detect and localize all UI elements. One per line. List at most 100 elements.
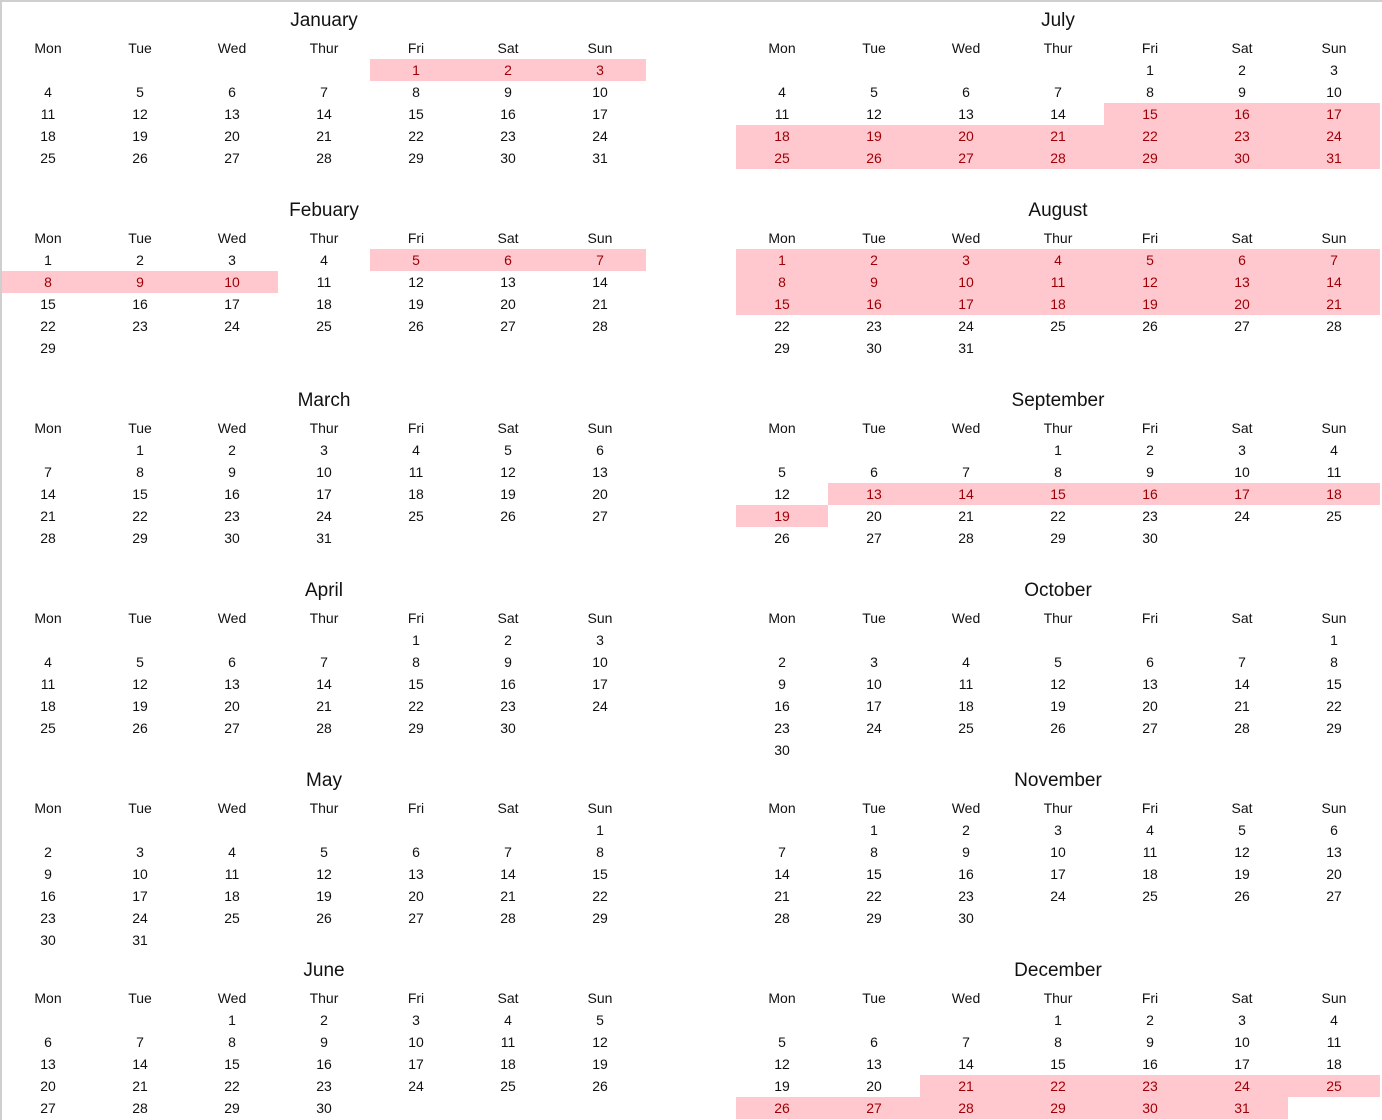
day-cell[interactable]: 16 — [500, 106, 516, 122]
day-cell[interactable]: 8 — [1054, 1034, 1062, 1050]
day-cell[interactable]: 22 — [866, 888, 882, 904]
day-cell[interactable]: 6 — [962, 84, 970, 100]
day-cell[interactable]: 11 — [774, 106, 790, 122]
day-cell[interactable]: 8 — [870, 844, 878, 860]
day-cell[interactable]: 30 — [500, 150, 516, 166]
day-cell[interactable]: 2 — [462, 59, 554, 81]
day-cell[interactable]: 7 — [136, 1034, 144, 1050]
day-cell[interactable]: 11 — [500, 1034, 516, 1050]
day-cell[interactable]: 7 — [1238, 654, 1246, 670]
day-cell[interactable]: 13 — [500, 274, 516, 290]
day-cell[interactable]: 1 — [136, 442, 144, 458]
day-cell[interactable]: 30 — [500, 720, 516, 736]
day-cell[interactable]: 2 — [1146, 1012, 1154, 1028]
day-cell[interactable]: 26 — [500, 508, 516, 524]
day-cell[interactable]: 23 — [1142, 508, 1158, 524]
day-cell[interactable]: 19 — [736, 505, 828, 527]
day-cell[interactable]: 13 — [1142, 676, 1158, 692]
day-cell[interactable]: 12 — [408, 274, 424, 290]
day-cell[interactable]: 9 — [778, 676, 786, 692]
day-cell[interactable]: 3 — [1054, 822, 1062, 838]
day-cell[interactable]: 14 — [920, 483, 1012, 505]
day-cell[interactable]: 24 — [958, 318, 974, 334]
day-cell[interactable]: 11 — [40, 106, 56, 122]
day-cell[interactable]: 16 — [132, 296, 148, 312]
day-cell[interactable]: 31 — [592, 150, 608, 166]
day-cell[interactable]: 3 — [228, 252, 236, 268]
day-cell[interactable]: 6 — [44, 1034, 52, 1050]
day-cell[interactable]: 17 — [866, 698, 882, 714]
day-cell[interactable]: 21 — [500, 888, 516, 904]
day-cell[interactable]: 13 — [1196, 271, 1288, 293]
day-cell[interactable]: 15 — [408, 676, 424, 692]
day-cell[interactable]: 29 — [1326, 720, 1342, 736]
day-cell[interactable]: 20 — [40, 1078, 56, 1094]
day-cell[interactable]: 9 — [962, 844, 970, 860]
day-cell[interactable]: 2 — [504, 632, 512, 648]
day-cell[interactable]: 19 — [828, 125, 920, 147]
day-cell[interactable]: 25 — [1326, 508, 1342, 524]
day-cell[interactable]: 5 — [370, 249, 462, 271]
day-cell[interactable]: 26 — [736, 1097, 828, 1119]
day-cell[interactable]: 19 — [132, 698, 148, 714]
day-cell[interactable]: 2 — [778, 654, 786, 670]
day-cell[interactable]: 25 — [224, 910, 240, 926]
day-cell[interactable]: 28 — [920, 1097, 1012, 1119]
day-cell[interactable]: 20 — [500, 296, 516, 312]
day-cell[interactable]: 24 — [224, 318, 240, 334]
day-cell[interactable]: 22 — [408, 128, 424, 144]
day-cell[interactable]: 27 — [500, 318, 516, 334]
day-cell[interactable]: 16 — [1142, 1056, 1158, 1072]
day-cell[interactable]: 15 — [592, 866, 608, 882]
day-cell[interactable]: 1 — [1330, 632, 1338, 648]
day-cell[interactable]: 19 — [1050, 698, 1066, 714]
day-cell[interactable]: 10 — [920, 271, 1012, 293]
day-cell[interactable]: 5 — [136, 654, 144, 670]
day-cell[interactable]: 5 — [596, 1012, 604, 1028]
day-cell[interactable]: 30 — [866, 340, 882, 356]
day-cell[interactable]: 22 — [1104, 125, 1196, 147]
day-cell[interactable]: 12 — [500, 464, 516, 480]
day-cell[interactable]: 22 — [774, 318, 790, 334]
day-cell[interactable]: 19 — [1104, 293, 1196, 315]
day-cell[interactable]: 18 — [736, 125, 828, 147]
day-cell[interactable]: 6 — [596, 442, 604, 458]
day-cell[interactable]: 20 — [224, 698, 240, 714]
day-cell[interactable]: 20 — [592, 486, 608, 502]
day-cell[interactable]: 17 — [224, 296, 240, 312]
day-cell[interactable]: 8 — [1146, 84, 1154, 100]
day-cell[interactable]: 24 — [592, 698, 608, 714]
day-cell[interactable]: 31 — [316, 530, 332, 546]
day-cell[interactable]: 12 — [316, 866, 332, 882]
day-cell[interactable]: 29 — [1104, 147, 1196, 169]
day-cell[interactable]: 29 — [224, 1100, 240, 1116]
day-cell[interactable]: 11 — [316, 274, 332, 290]
day-cell[interactable]: 28 — [1012, 147, 1104, 169]
day-cell[interactable]: 22 — [1012, 1075, 1104, 1097]
day-cell[interactable]: 10 — [1234, 464, 1250, 480]
day-cell[interactable]: 2 — [962, 822, 970, 838]
day-cell[interactable]: 28 — [958, 530, 974, 546]
day-cell[interactable]: 16 — [316, 1056, 332, 1072]
day-cell[interactable]: 30 — [224, 530, 240, 546]
day-cell[interactable]: 25 — [40, 720, 56, 736]
day-cell[interactable]: 9 — [1238, 84, 1246, 100]
day-cell[interactable]: 26 — [774, 530, 790, 546]
day-cell[interactable]: 23 — [958, 888, 974, 904]
day-cell[interactable]: 12 — [1104, 271, 1196, 293]
day-cell[interactable]: 29 — [408, 150, 424, 166]
day-cell[interactable]: 1 — [736, 249, 828, 271]
day-cell[interactable]: 8 — [2, 271, 94, 293]
day-cell[interactable]: 16 — [500, 676, 516, 692]
day-cell[interactable]: 20 — [866, 1078, 882, 1094]
day-cell[interactable]: 5 — [778, 464, 786, 480]
day-cell[interactable]: 3 — [870, 654, 878, 670]
day-cell[interactable]: 5 — [1104, 249, 1196, 271]
day-cell[interactable]: 28 — [1326, 318, 1342, 334]
day-cell[interactable]: 17 — [1234, 1056, 1250, 1072]
day-cell[interactable]: 22 — [408, 698, 424, 714]
day-cell[interactable]: 12 — [592, 1034, 608, 1050]
day-cell[interactable]: 12 — [866, 106, 882, 122]
day-cell[interactable]: 26 — [1142, 318, 1158, 334]
day-cell[interactable]: 7 — [962, 1034, 970, 1050]
